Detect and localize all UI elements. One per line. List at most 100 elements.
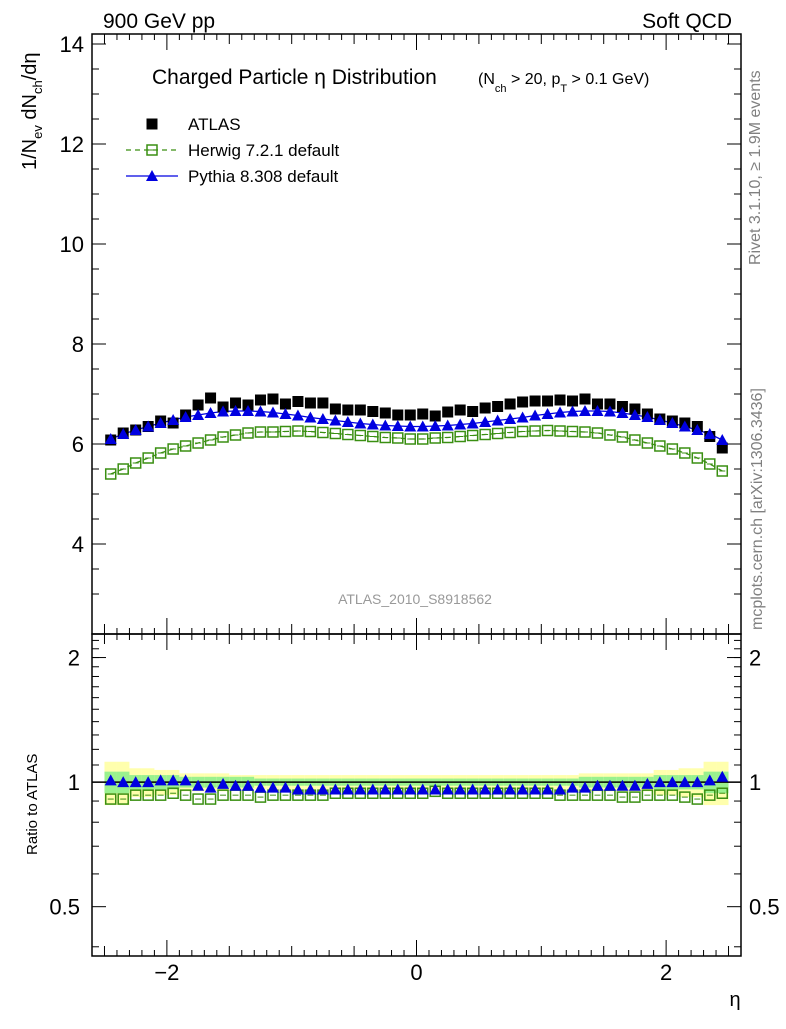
ratio-point-s1 (391, 783, 404, 795)
ratio-point-s1 (242, 779, 255, 791)
main-point-s1 (154, 447, 167, 459)
ratio-point-s1 (366, 783, 379, 795)
ratio-point-s1 (192, 779, 205, 791)
legend: ATLAS Herwig 7.2.1 default Pythia 8.308 de… (126, 115, 339, 186)
ratio-point-s1 (279, 781, 292, 793)
ratio-plot-frame (91, 633, 742, 957)
ratio-point-s1 (554, 783, 567, 795)
main-point-s1 (329, 427, 342, 440)
main-point-s1 (279, 425, 292, 438)
ratio-y-tick-label: 1 (68, 770, 80, 795)
ratio-point-s1 (479, 783, 492, 795)
main-point-s1 (454, 430, 466, 443)
main-point-s2 (217, 405, 230, 417)
main-point-s2 (154, 417, 167, 428)
main-point-s1 (479, 428, 491, 441)
main-point-s1 (529, 425, 541, 437)
main-point-s1 (654, 440, 666, 452)
ratio-point-s1 (429, 783, 442, 795)
ratio-point-s0 (679, 791, 691, 803)
ratio-point-s1 (266, 781, 279, 793)
main-point-s1 (441, 431, 454, 444)
main-point-s1 (292, 425, 304, 437)
main-point-s0 (517, 396, 529, 408)
ratio-point-s0 (192, 793, 204, 805)
ratio-y-tick-label: 2 (68, 646, 80, 671)
ratio-point-s1 (329, 783, 342, 795)
main-point-s2 (366, 418, 379, 430)
main-point-s1 (142, 452, 154, 464)
ratio-point-s1 (291, 783, 304, 795)
main-point-s1 (504, 426, 516, 439)
main-point-s1 (491, 427, 504, 440)
main-point-s1 (367, 430, 379, 443)
main-point-s2 (566, 405, 579, 417)
main-point-s1 (267, 426, 279, 438)
main-point-s0 (454, 404, 466, 416)
ratio-y-tick-label: 1 (749, 770, 761, 795)
plot-frames (91, 33, 742, 957)
main-point-s1 (217, 431, 229, 443)
header-left: 900 GeV pp (103, 10, 215, 33)
ratio-point-s0 (104, 793, 117, 805)
ratio-point-s0 (691, 793, 704, 805)
main-point-s1 (566, 425, 579, 438)
main-point-s1 (179, 440, 192, 452)
main-point-s2 (316, 413, 329, 424)
ratio-point-s1 (566, 781, 579, 793)
ratio-point-s1 (541, 783, 554, 795)
ratio-point-s0 (217, 789, 229, 801)
main-point-s2 (304, 411, 317, 423)
main-point-s2 (279, 408, 292, 419)
side-label-rivet: Rivet 3.1.10, ≥ 1.9M events (747, 70, 764, 265)
main-point-s2 (716, 434, 729, 445)
ratio-point-s0 (716, 787, 729, 799)
main-point-s0 (479, 402, 491, 414)
main-point-s1 (554, 425, 566, 437)
ratio-point-s1 (229, 779, 242, 791)
x-tick-label: −2 (154, 960, 179, 985)
y-tick-label: 10 (60, 232, 84, 257)
main-point-s2 (491, 414, 504, 426)
ratio-point-s1 (104, 774, 117, 786)
ratio-point-s1 (129, 776, 142, 788)
legend-item-1-label: Herwig 7.2.1 default (188, 141, 339, 160)
ratio-point-s1 (516, 783, 529, 795)
main-point-s1 (466, 429, 479, 442)
main-point-s0 (205, 392, 217, 404)
ratio-series-layer (104, 770, 729, 805)
main-point-s2 (628, 409, 641, 420)
ratio-point-s1 (491, 783, 504, 795)
y-tick-label: 12 (60, 132, 84, 157)
ratio-point-s0 (204, 793, 217, 805)
ratio-point-s1 (466, 783, 479, 795)
main-point-s2 (129, 424, 142, 435)
main-point-s2 (641, 411, 654, 422)
ratio-point-s1 (179, 774, 192, 786)
main-point-s2 (291, 409, 304, 421)
ratio-point-s0 (641, 789, 654, 801)
analysis-id: ATLAS_2010_S8918562 (338, 591, 492, 607)
ratio-point-s0 (129, 789, 142, 801)
main-point-s2 (454, 418, 467, 430)
main-point-s0 (616, 401, 628, 412)
main-point-s2 (167, 414, 180, 425)
main-point-s0 (529, 395, 541, 407)
main-point-s1 (317, 426, 329, 439)
ratio-point-s1 (691, 776, 704, 788)
ratio-point-s0 (179, 789, 192, 801)
main-point-s1 (354, 429, 367, 442)
main-point-s1 (254, 426, 267, 438)
side-label-mcplots: mcplots.cern.ch [arXiv:1306.3436] (749, 388, 766, 630)
main-point-s2 (554, 406, 567, 418)
main-point-s0 (329, 403, 341, 415)
ratio-point-s0 (142, 789, 154, 801)
y-tick-label: 14 (60, 32, 84, 57)
main-point-s2 (504, 413, 517, 424)
main-point-s2 (666, 417, 679, 428)
main-point-s2 (179, 411, 192, 422)
y-tick-label: 8 (72, 332, 84, 357)
main-point-s0 (317, 397, 329, 409)
